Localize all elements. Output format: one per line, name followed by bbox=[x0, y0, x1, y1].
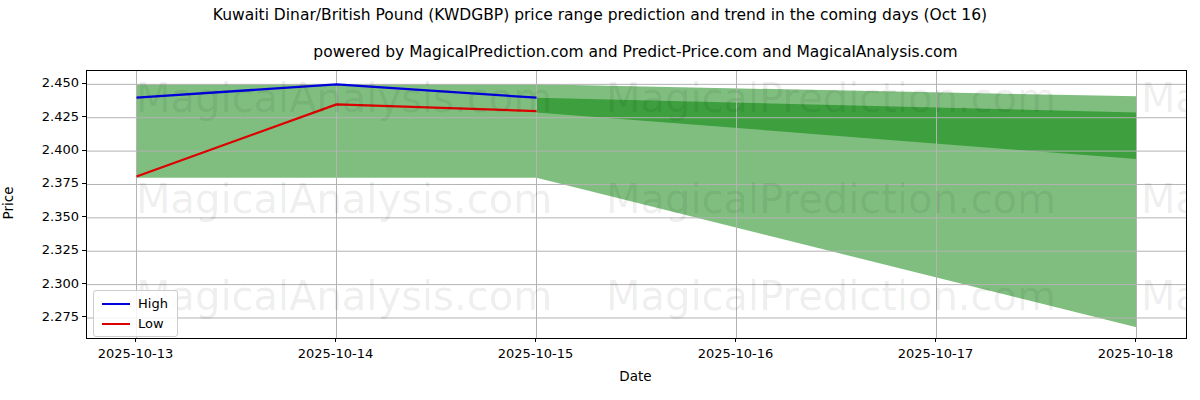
y-tick-mark bbox=[82, 283, 86, 284]
y-tick-mark bbox=[82, 150, 86, 151]
x-tick-mark bbox=[935, 338, 936, 342]
chart-title: Kuwaiti Dinar/British Pound (KWDGBP) pri… bbox=[0, 5, 1200, 25]
y-tick-label: 2.275 bbox=[0, 309, 79, 325]
x-tick-label: 2025-10-16 bbox=[666, 346, 806, 362]
y-tick-mark bbox=[82, 183, 86, 184]
y-tick-label: 2.350 bbox=[0, 209, 79, 225]
y-axis-label: Price bbox=[0, 153, 16, 253]
y-tick-label: 2.450 bbox=[0, 75, 79, 91]
y-tick-mark bbox=[82, 216, 86, 217]
y-tick-label: 2.325 bbox=[0, 242, 79, 258]
y-tick-mark bbox=[82, 316, 86, 317]
x-tick-mark bbox=[335, 338, 336, 342]
x-tick-mark bbox=[1135, 338, 1136, 342]
x-tick-label: 2025-10-15 bbox=[466, 346, 606, 362]
legend-label-high: High bbox=[138, 296, 168, 311]
plot-area: MagicalAnalysis.comMagicalPrediction.com… bbox=[86, 70, 1187, 339]
legend: High Low bbox=[93, 290, 178, 337]
y-tick-mark bbox=[82, 250, 86, 251]
chart-canvas bbox=[87, 71, 1186, 338]
x-tick-label: 2025-10-18 bbox=[1066, 346, 1200, 362]
x-tick-mark bbox=[735, 338, 736, 342]
y-tick-mark bbox=[82, 83, 86, 84]
x-axis-label: Date bbox=[86, 368, 1185, 384]
chart-subtitle: powered by MagicalPrediction.com and Pre… bbox=[86, 42, 1185, 62]
legend-entry-high: High bbox=[102, 296, 168, 311]
x-tick-mark bbox=[135, 338, 136, 342]
y-tick-label: 2.425 bbox=[0, 109, 79, 125]
low-line-swatch bbox=[102, 323, 130, 325]
y-tick-label: 2.375 bbox=[0, 175, 79, 191]
legend-label-low: Low bbox=[138, 316, 164, 331]
chart-figure: Kuwaiti Dinar/British Pound (KWDGBP) pri… bbox=[0, 0, 1200, 400]
y-tick-label: 2.400 bbox=[0, 142, 79, 158]
x-tick-label: 2025-10-14 bbox=[266, 346, 406, 362]
x-tick-mark bbox=[535, 338, 536, 342]
x-tick-label: 2025-10-13 bbox=[66, 346, 206, 362]
y-tick-label: 2.300 bbox=[0, 276, 79, 292]
x-tick-label: 2025-10-17 bbox=[866, 346, 1006, 362]
high-line-swatch bbox=[102, 303, 130, 305]
y-tick-mark bbox=[82, 116, 86, 117]
legend-entry-low: Low bbox=[102, 316, 168, 331]
